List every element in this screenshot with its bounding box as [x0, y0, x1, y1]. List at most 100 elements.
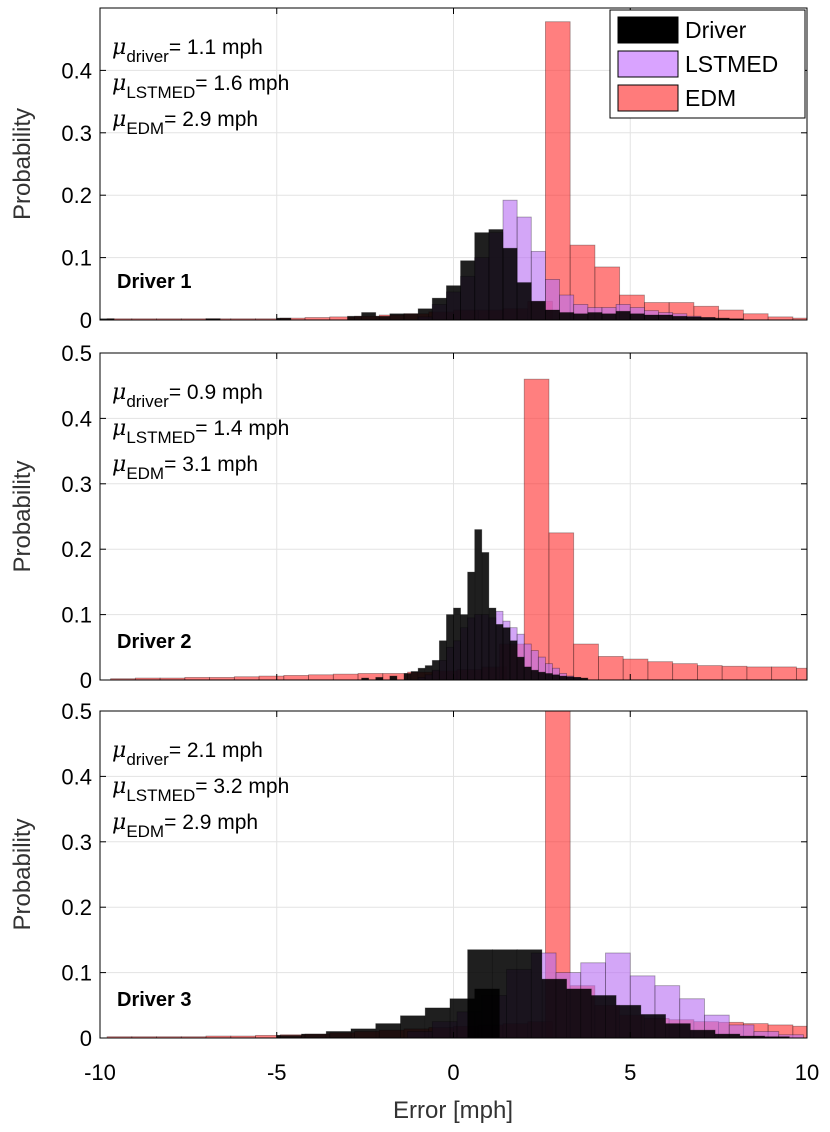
histogram-bar-driver [460, 614, 469, 680]
histogram-bar-driver [481, 552, 490, 680]
y-axis-title: Probability [9, 460, 36, 572]
y-tick-label: 0.4 [61, 58, 92, 83]
mu-value: = 3.1 mph [164, 453, 258, 476]
histogram-bar-driver [615, 310, 631, 320]
x-tick-label: 10 [795, 1060, 819, 1085]
histogram-bar-edm [308, 674, 334, 680]
histogram-bar-edm [647, 661, 674, 680]
mean-annotation: μEDM= 3.1 mph [112, 452, 258, 483]
histogram-bar-edm [523, 378, 550, 680]
mu-subscript: LSTMED [126, 83, 195, 102]
histogram-bar-driver [545, 309, 560, 320]
y-tick-label: 0.1 [61, 961, 92, 986]
mu-symbol: μ [112, 452, 126, 477]
histogram-bar-driver [573, 313, 589, 320]
mu-value: = 2.9 mph [164, 108, 258, 131]
y-tick-label: 0 [80, 668, 92, 693]
x-tick-label: -10 [84, 1060, 116, 1085]
x-axis-title: Error [mph] [393, 1097, 513, 1124]
histogram-bar-driver [672, 315, 688, 320]
mu-subscript: LSTMED [126, 428, 195, 447]
legend-label-lstmed: LSTMED [685, 51, 778, 77]
histogram-bar-driver [375, 315, 391, 320]
legend-swatch-edm [617, 84, 679, 112]
histogram-bar-driver [389, 675, 398, 680]
y-tick-label: 0.2 [61, 183, 92, 208]
histogram-bar-edm [332, 673, 359, 680]
histogram-bar-driver [460, 260, 476, 320]
y-axis-title: Probability [9, 818, 36, 930]
histogram-bar-edm [795, 667, 807, 680]
y-tick-label: 0.2 [61, 895, 92, 920]
mu-value: = 1.6 mph [195, 72, 289, 95]
y-tick-label: 0.4 [61, 764, 92, 789]
histogram-bar-driver [400, 1015, 426, 1038]
histogram-bar-driver [491, 949, 518, 1038]
histogram-bar-driver [417, 667, 426, 680]
x-axis: -10 -5 0 5 10 Error [mph] [84, 1060, 819, 1124]
histogram-bar-driver [559, 675, 568, 680]
histogram-bar-edm [742, 313, 769, 320]
y-tick-label: 0.5 [61, 341, 92, 366]
y-tick-label: 0.3 [61, 121, 92, 146]
histogram-bar-driver [516, 656, 525, 680]
mean-annotation: μdriver= 2.1 mph [112, 738, 263, 769]
mu-symbol: μ [112, 107, 126, 132]
histogram-bar-driver [559, 312, 575, 320]
series-driver [361, 529, 589, 680]
y-tick-label: 0 [80, 308, 92, 333]
mu-symbol: μ [112, 35, 126, 60]
mu-subscript: driver [126, 392, 169, 411]
y-tick-label: 0.1 [61, 603, 92, 628]
histogram-bar-driver [502, 627, 511, 680]
histogram-bar-driver [566, 988, 592, 1038]
histogram-bar-driver [764, 1036, 790, 1038]
series-driver [276, 949, 790, 1038]
histogram-bar-driver [590, 995, 617, 1038]
histogram-bar-edm [746, 666, 773, 680]
mu-symbol: μ [112, 416, 126, 441]
histogram-bar-edm [721, 665, 748, 680]
legend-label-edm: EDM [685, 85, 736, 111]
mean-annotation: μEDM= 2.9 mph [112, 810, 258, 841]
x-tick-label: 5 [624, 1060, 636, 1085]
histogram-bar-driver [523, 666, 532, 680]
histogram-bar-edm [771, 666, 797, 680]
histogram-bar-driver [205, 318, 221, 320]
panel-label: Driver 3 [117, 989, 192, 1011]
y-tick-label: 0.5 [61, 699, 92, 724]
histogram-bar-driver [100, 318, 115, 320]
mu-value: = 1.1 mph [169, 36, 263, 59]
y-tick-label: 0.4 [61, 406, 92, 431]
histogram-bar-edm [548, 532, 575, 680]
histogram-bar-driver [629, 313, 645, 320]
histogram-bar-edm [283, 675, 309, 680]
mu-value: = 3.2 mph [195, 775, 289, 798]
histogram-bar-driver [488, 607, 497, 680]
histogram-bar-edm [598, 656, 624, 680]
histogram-bar-driver [615, 1004, 642, 1038]
histogram-bar-driver [361, 677, 370, 680]
mean-annotation: μdriver= 1.1 mph [112, 35, 263, 66]
histogram-bar-driver [488, 229, 504, 320]
histogram-bar-driver [424, 665, 433, 680]
histogram-bar-driver [410, 671, 419, 680]
histogram-bar-driver [301, 1033, 327, 1038]
histogram-bar-driver [474, 529, 483, 680]
mu-value: = 2.1 mph [169, 739, 263, 762]
histogram-bar-driver [714, 1033, 741, 1038]
mu-symbol: μ [112, 738, 126, 763]
x-tick-label: -5 [267, 1060, 287, 1085]
histogram-bar-driver [580, 677, 589, 680]
legend: Driver LSTMED EDM [609, 9, 806, 119]
panel-label: Driver 2 [117, 631, 192, 653]
y-tick-label: 0 [80, 1026, 92, 1051]
histogram-bar-driver [728, 318, 744, 320]
histogram-bar-driver [375, 1023, 401, 1038]
legend-swatch-driver [617, 16, 679, 44]
mu-value: = 0.9 mph [169, 381, 263, 404]
mu-subscript: LSTMED [126, 786, 195, 805]
